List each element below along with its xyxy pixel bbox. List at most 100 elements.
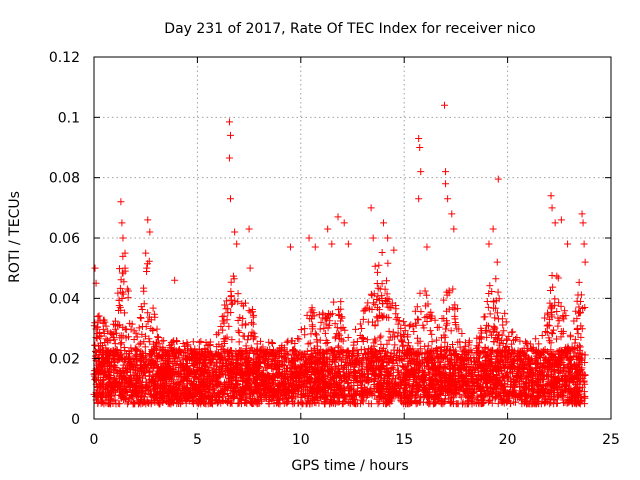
data-point	[353, 337, 361, 345]
data-point	[373, 295, 381, 303]
data-point	[137, 339, 145, 347]
data-point	[374, 317, 382, 325]
data-point	[383, 297, 391, 305]
data-point	[307, 330, 315, 338]
data-point	[458, 329, 466, 337]
data-point	[326, 317, 334, 325]
data-point	[553, 335, 561, 343]
data-point	[358, 324, 366, 332]
data-point	[130, 327, 138, 335]
data-point	[228, 299, 236, 307]
data-point	[385, 327, 393, 335]
data-point	[577, 291, 585, 299]
data-point	[356, 320, 364, 328]
data-point	[118, 295, 126, 303]
data-point	[223, 316, 231, 324]
data-point	[483, 333, 491, 341]
data-point	[201, 344, 209, 352]
data-point	[135, 340, 143, 348]
data-point	[96, 339, 104, 347]
data-point	[492, 275, 500, 283]
data-point	[573, 315, 581, 323]
data-point	[289, 395, 297, 403]
data-point	[325, 312, 333, 320]
data-point	[136, 314, 144, 322]
data-point	[322, 320, 330, 328]
data-point	[125, 333, 133, 341]
data-point	[486, 328, 494, 336]
data-point	[554, 322, 562, 330]
data-point	[488, 288, 496, 296]
data-point	[248, 328, 256, 336]
data-point	[385, 336, 393, 344]
data-point	[503, 342, 511, 350]
data-point	[417, 308, 425, 316]
data-point	[97, 399, 105, 407]
data-point	[337, 298, 345, 306]
data-point	[119, 396, 127, 404]
data-point	[543, 329, 551, 337]
data-point	[503, 336, 511, 344]
data-point	[358, 333, 366, 341]
data-point	[104, 338, 112, 346]
data-point	[333, 330, 341, 338]
data-point	[555, 299, 563, 307]
data-point	[145, 335, 153, 343]
data-point	[119, 290, 127, 298]
data-point	[125, 398, 133, 406]
data-point	[135, 324, 143, 332]
data-point	[124, 287, 132, 295]
data-point	[127, 325, 135, 333]
data-point	[374, 292, 382, 300]
data-point	[146, 338, 154, 346]
data-point	[94, 323, 102, 331]
data-point	[548, 272, 556, 280]
data-point	[223, 297, 231, 305]
data-point	[140, 300, 148, 308]
data-point	[242, 320, 250, 328]
data-point	[449, 341, 457, 349]
data-point	[245, 307, 253, 315]
data-point	[391, 341, 399, 349]
data-point	[400, 318, 408, 326]
data-point	[108, 330, 116, 338]
data-point	[228, 399, 236, 407]
data-point	[118, 339, 126, 347]
data-point	[283, 338, 291, 346]
data-point	[367, 290, 375, 298]
data-point	[235, 399, 243, 407]
data-point	[416, 345, 424, 353]
data-point	[421, 287, 429, 295]
data-point	[413, 334, 421, 342]
data-point	[316, 325, 324, 333]
data-point	[441, 397, 449, 405]
data-point	[331, 334, 339, 342]
data-point	[137, 303, 145, 311]
data-point	[567, 333, 575, 341]
data-point	[545, 337, 553, 345]
data-point	[449, 285, 457, 293]
data-point	[376, 334, 384, 342]
data-point	[410, 328, 418, 336]
data-point	[114, 289, 122, 297]
data-point	[110, 320, 118, 328]
data-point	[151, 342, 159, 350]
data-point	[304, 340, 312, 348]
data-point	[166, 344, 174, 352]
data-point	[421, 342, 429, 350]
data-point	[227, 296, 235, 304]
data-point	[230, 275, 238, 283]
data-point	[234, 298, 242, 306]
data-point	[228, 300, 236, 308]
data-point	[405, 339, 413, 347]
data-point	[547, 303, 555, 311]
data-point	[238, 321, 246, 329]
data-point	[217, 323, 225, 331]
data-point	[575, 303, 583, 311]
data-point	[121, 309, 129, 317]
data-point	[448, 398, 456, 406]
data-point	[225, 322, 233, 330]
data-point	[416, 289, 424, 297]
